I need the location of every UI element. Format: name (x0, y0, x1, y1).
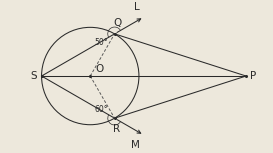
Text: M: M (131, 140, 140, 150)
Text: 60°: 60° (94, 105, 108, 114)
Text: 50°: 50° (94, 38, 108, 47)
Text: S: S (30, 71, 37, 81)
Text: Q: Q (113, 18, 121, 28)
Text: O: O (95, 64, 103, 74)
Text: R: R (114, 124, 121, 134)
Text: L: L (135, 2, 140, 12)
Text: P: P (250, 71, 256, 81)
